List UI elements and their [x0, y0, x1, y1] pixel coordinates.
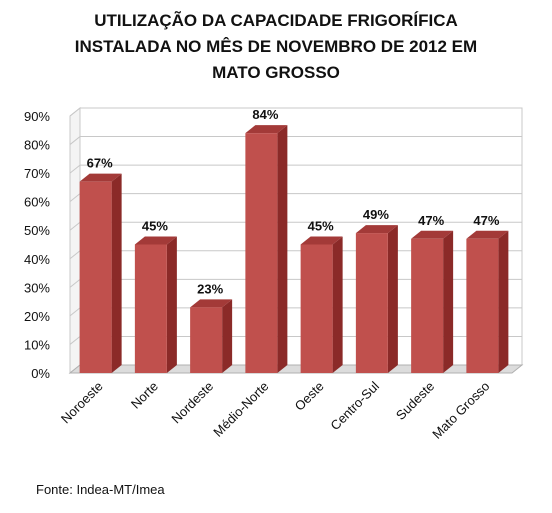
data-label: 45%	[308, 219, 334, 234]
bar-side	[443, 230, 454, 373]
chart-title-line-3: MATO GROSSO	[212, 63, 340, 82]
bar-front	[245, 133, 278, 373]
x-category-label: Norte	[128, 379, 161, 412]
data-label: 47%	[473, 213, 499, 228]
bar-top	[79, 173, 122, 182]
bar-side	[332, 236, 343, 373]
bar-side	[498, 230, 509, 373]
bar-side	[222, 299, 233, 373]
data-label: 84%	[252, 107, 278, 122]
bar-nordeste	[190, 299, 233, 373]
x-category-label: Sudeste	[393, 379, 437, 423]
source-note: Fonte: Indea-MT/Imea	[36, 482, 165, 497]
bar-top	[190, 299, 233, 308]
gridline	[69, 136, 522, 145]
x-category-label: Nordeste	[168, 379, 216, 427]
chart-title: UTILIZAÇÃO DA CAPACIDADE FRIGORÍFICA INS…	[0, 8, 552, 86]
bar-front	[134, 244, 167, 373]
bar-side	[166, 236, 177, 373]
plot-side-wall	[69, 106, 81, 375]
x-category-label: Médio-Norte	[210, 379, 271, 440]
bar-side	[277, 125, 288, 373]
bar-top	[134, 236, 177, 245]
bar-norte	[134, 236, 177, 373]
bar-m-dio-norte	[245, 125, 288, 373]
bar-top	[466, 230, 509, 239]
y-tick-label: 70%	[24, 166, 50, 181]
x-category-label: Oeste	[292, 379, 327, 414]
bar-top	[355, 225, 398, 234]
bar-oeste	[300, 236, 343, 373]
bar-sudeste	[411, 230, 454, 373]
data-label: 67%	[87, 156, 113, 171]
gridline	[69, 107, 522, 117]
y-tick-label: 30%	[24, 280, 50, 295]
bar-front	[411, 238, 444, 373]
data-label: 47%	[418, 213, 444, 228]
y-tick-label: 60%	[24, 195, 50, 210]
chart-title-line-2: INSTALADA NO MÊS DE NOVEMBRO DE 2012 EM	[74, 37, 478, 56]
data-label: 23%	[197, 281, 223, 296]
data-label: 49%	[363, 207, 389, 222]
x-category-label: Centro-Sul	[327, 378, 382, 433]
y-tick-label: 20%	[24, 309, 50, 324]
y-tick-label: 40%	[24, 252, 50, 267]
y-tick-label: 80%	[24, 138, 50, 153]
bar-top	[411, 230, 454, 239]
chart-title-line-1: UTILIZAÇÃO DA CAPACIDADE FRIGORÍFICA	[94, 11, 458, 30]
gridline	[69, 164, 522, 174]
x-category-label: Noroeste	[58, 379, 106, 427]
y-tick-label: 10%	[24, 337, 50, 352]
y-tick-label: 50%	[24, 223, 50, 238]
bar-front	[466, 238, 499, 373]
bar-top	[300, 236, 343, 245]
bar-noroeste	[79, 173, 122, 373]
bar-centro-sul	[355, 225, 398, 373]
bar-side	[111, 173, 122, 373]
bar-front	[300, 244, 333, 373]
bar-top	[245, 125, 288, 134]
bar-front	[355, 233, 388, 373]
x-category-label: Mato Grosso	[429, 379, 492, 442]
data-label: 45%	[142, 219, 168, 234]
bar-front	[79, 181, 112, 373]
y-tick-label: 0%	[31, 366, 50, 381]
bar-mato-grosso	[466, 230, 509, 373]
y-tick-label: 90%	[24, 109, 50, 124]
bar-front	[190, 307, 223, 373]
bar-side	[387, 225, 398, 373]
